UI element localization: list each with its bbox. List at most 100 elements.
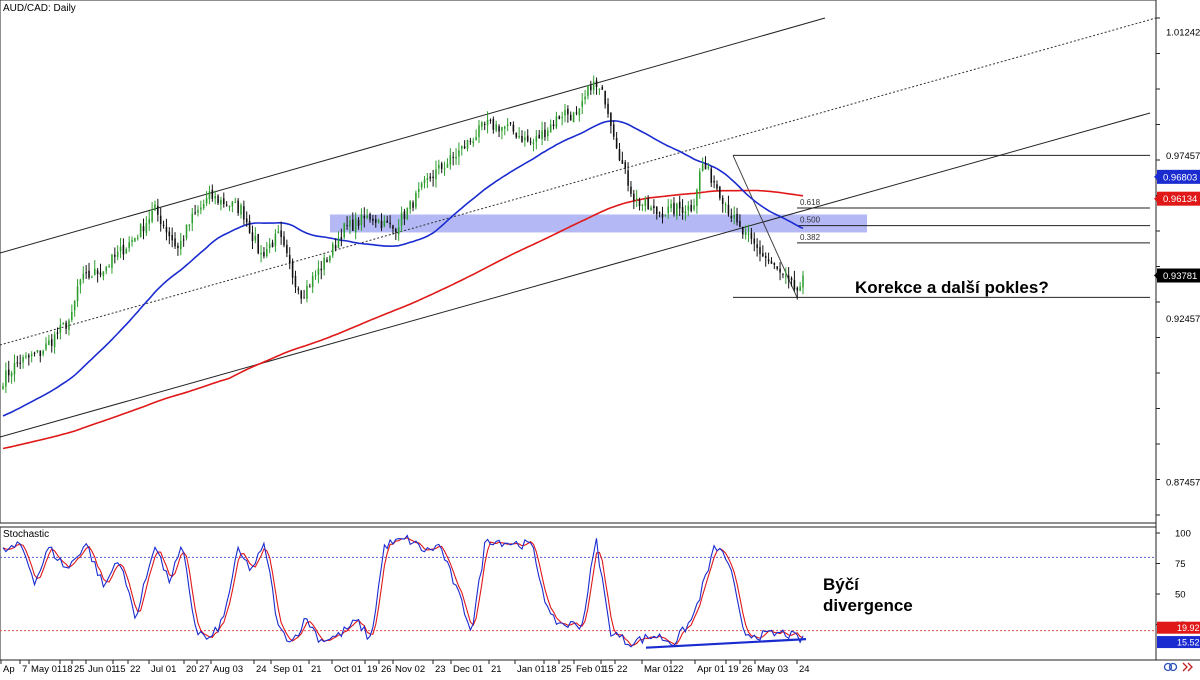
candle-body xyxy=(7,369,10,376)
indicator-label: Stochastic xyxy=(3,529,49,540)
time-tick-label: 25 xyxy=(74,664,85,675)
candle-body xyxy=(584,96,586,100)
candle xyxy=(581,93,583,115)
candle-body xyxy=(5,370,7,387)
sma-200-line xyxy=(2,189,804,450)
candle-body xyxy=(208,191,211,200)
candle xyxy=(647,195,649,211)
candle xyxy=(724,202,727,213)
candle-body xyxy=(50,339,53,346)
candle xyxy=(501,126,503,140)
candle xyxy=(744,225,747,240)
candle-body xyxy=(62,323,65,325)
candle-body xyxy=(549,124,552,133)
time-tick-label: May 03 xyxy=(757,664,788,675)
candle xyxy=(664,214,667,217)
candle-body xyxy=(28,355,30,358)
candle-body xyxy=(426,178,429,181)
candle xyxy=(426,173,429,189)
candle-body xyxy=(151,211,153,222)
candle-body xyxy=(498,126,500,132)
candle-body xyxy=(624,162,627,169)
candle-body xyxy=(799,286,801,291)
candle xyxy=(223,192,225,208)
candle-body xyxy=(673,203,675,215)
candle xyxy=(286,239,288,258)
candle xyxy=(458,142,460,165)
candle-body xyxy=(286,244,288,254)
candle-body xyxy=(334,245,337,249)
candle-body xyxy=(607,103,609,114)
link-icon[interactable] xyxy=(1163,662,1173,672)
candle-body xyxy=(509,122,512,124)
candle xyxy=(753,232,756,252)
candle xyxy=(237,198,239,216)
candle-body xyxy=(633,193,635,201)
candle xyxy=(277,225,280,234)
candle xyxy=(157,198,159,222)
candle-body xyxy=(48,340,50,346)
candle xyxy=(403,208,406,226)
candle xyxy=(684,205,687,221)
candle xyxy=(630,181,632,197)
candle-body xyxy=(423,179,426,184)
candle-body xyxy=(466,140,469,149)
candle-body xyxy=(363,215,366,219)
candle xyxy=(352,212,354,231)
candle xyxy=(544,122,546,141)
candle-body xyxy=(245,218,248,223)
candle-body xyxy=(191,213,194,224)
candle xyxy=(260,245,262,263)
candle xyxy=(182,235,185,247)
candle-body xyxy=(366,215,368,218)
candle xyxy=(50,333,53,353)
candle xyxy=(234,197,237,204)
candle xyxy=(610,112,612,134)
stochastic-lines xyxy=(0,534,1156,649)
candle-body xyxy=(217,195,219,204)
fibonacci-retracement: 0.618 0.500 0.382 xyxy=(732,154,1150,298)
candle-body xyxy=(102,271,105,276)
candle xyxy=(696,188,698,214)
candle-body xyxy=(759,247,761,254)
candle xyxy=(165,218,168,241)
candle xyxy=(455,148,457,165)
candle xyxy=(214,190,216,205)
candle xyxy=(770,257,773,264)
candle xyxy=(309,283,311,288)
divergence-line xyxy=(645,638,807,649)
candle xyxy=(159,207,162,232)
time-tick-label: 7 xyxy=(22,664,27,675)
candle xyxy=(188,224,191,232)
candle-body xyxy=(352,219,354,231)
candle-body xyxy=(277,231,280,234)
candle-body xyxy=(696,189,698,206)
candle xyxy=(572,111,575,123)
candle-body xyxy=(460,145,463,149)
candle xyxy=(567,105,569,123)
candle-body xyxy=(644,199,647,206)
candle xyxy=(225,201,228,207)
scroll-to-end-icon[interactable] xyxy=(1182,662,1193,672)
candle xyxy=(291,258,294,285)
candle xyxy=(105,265,108,275)
window-controls[interactable] xyxy=(1163,662,1193,672)
candle xyxy=(145,216,148,237)
candle xyxy=(584,89,586,105)
candle-body xyxy=(360,214,363,225)
time-tick-label: May 01 xyxy=(31,664,62,675)
candle-body xyxy=(134,238,136,242)
candle xyxy=(340,228,343,247)
candle xyxy=(59,318,62,340)
candle xyxy=(498,124,500,138)
candle-body xyxy=(750,232,753,239)
candle-body xyxy=(22,357,24,363)
time-tick-label: 24 xyxy=(256,664,267,675)
candle-body xyxy=(592,81,595,90)
candle xyxy=(317,260,320,284)
candle xyxy=(658,211,661,218)
channel-lower-line xyxy=(0,112,1151,438)
candle-body xyxy=(541,130,543,140)
candle-body xyxy=(389,222,391,225)
